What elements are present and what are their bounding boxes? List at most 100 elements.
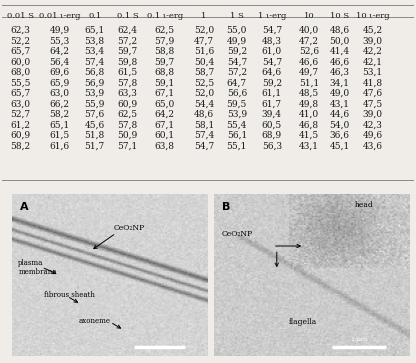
Text: 46,8: 46,8 [299,121,319,130]
Text: 64,7: 64,7 [227,78,247,87]
Text: 48,3: 48,3 [262,36,282,45]
Text: 43,1: 43,1 [299,142,319,151]
Text: 49,0: 49,0 [330,89,350,98]
Text: 64,2: 64,2 [50,47,70,56]
Text: 53,8: 53,8 [85,36,105,45]
Text: 50,0: 50,0 [329,36,350,45]
Text: 66,2: 66,2 [50,99,70,109]
Text: 63,0: 63,0 [50,89,70,98]
Text: 36,6: 36,6 [330,131,350,140]
Text: 60,9: 60,9 [118,99,138,109]
Text: 65,1: 65,1 [50,121,70,130]
Text: 68,9: 68,9 [262,131,282,140]
Text: 48,5: 48,5 [299,89,319,98]
Text: 67,1: 67,1 [155,89,175,98]
Text: 61,6: 61,6 [50,142,70,151]
Text: 54,0: 54,0 [329,121,350,130]
Text: 53,9: 53,9 [227,110,247,119]
Text: 68,0: 68,0 [10,68,31,77]
Text: 61,5: 61,5 [50,131,70,140]
Text: 47,5: 47,5 [363,99,383,109]
Text: 62,4: 62,4 [118,26,138,35]
Text: 51,6: 51,6 [194,47,214,56]
Text: 59,7: 59,7 [118,47,138,56]
Text: 57,6: 57,6 [84,110,105,119]
Text: 1 S: 1 S [230,12,244,20]
Text: 56,6: 56,6 [227,89,247,98]
Text: 48,6: 48,6 [194,110,214,119]
Text: 54,7: 54,7 [227,57,247,66]
Text: 63,8: 63,8 [155,142,175,151]
Text: 54,7: 54,7 [194,142,214,151]
Text: 55,0: 55,0 [227,26,247,35]
Text: 58,8: 58,8 [155,47,175,56]
Text: 68,8: 68,8 [155,68,175,77]
Text: 42,3: 42,3 [363,121,383,130]
Text: 47,7: 47,7 [194,36,214,45]
Text: 46,6: 46,6 [299,57,319,66]
Text: 39,0: 39,0 [363,36,383,45]
Text: 58,1: 58,1 [194,121,214,130]
Text: 59,8: 59,8 [118,57,138,66]
Text: 63,3: 63,3 [118,89,138,98]
Text: 60,5: 60,5 [262,121,282,130]
Text: 52,5: 52,5 [194,78,214,87]
Text: 54,4: 54,4 [194,99,214,109]
Text: 59,7: 59,7 [155,57,175,66]
Text: 41,4: 41,4 [330,47,350,56]
Text: 65,1: 65,1 [84,26,105,35]
Text: 0.1 S: 0.1 S [117,12,139,20]
Text: 63,0: 63,0 [11,99,31,109]
Text: 41,0: 41,0 [299,110,319,119]
Text: 1 ι-erg: 1 ι-erg [258,12,286,20]
Text: 10: 10 [304,12,314,20]
Text: 0.1 ι-erg: 0.1 ι-erg [146,12,183,20]
Text: 51,1: 51,1 [299,78,319,87]
Text: 34,1: 34,1 [330,78,350,87]
Text: 44,6: 44,6 [330,110,350,119]
Text: 41,8: 41,8 [363,78,383,87]
Text: 57,2: 57,2 [118,36,138,45]
Text: 48,6: 48,6 [330,26,350,35]
Text: 54,7: 54,7 [262,57,282,66]
Text: 57,8: 57,8 [118,78,138,87]
Text: 60,9: 60,9 [10,131,31,140]
Text: 0.01 ι-erg: 0.01 ι-erg [39,12,80,20]
Text: 58,2: 58,2 [50,110,70,119]
Text: 62,3: 62,3 [11,26,30,35]
Text: 56,4: 56,4 [50,57,70,66]
Text: 47,2: 47,2 [299,36,319,45]
Text: 56,8: 56,8 [84,68,105,77]
Text: 61,2: 61,2 [11,121,31,130]
Text: 0.1: 0.1 [88,12,102,20]
Text: 55,5: 55,5 [10,78,31,87]
Text: 52,7: 52,7 [10,110,31,119]
Text: 39,4: 39,4 [262,110,282,119]
Text: 49,9: 49,9 [50,26,70,35]
Text: 69,6: 69,6 [50,68,70,77]
Text: 52,0: 52,0 [194,26,214,35]
Text: 49,9: 49,9 [227,36,247,45]
Text: 57,4: 57,4 [194,131,214,140]
Text: 52,0: 52,0 [194,89,214,98]
Text: 55,4: 55,4 [227,121,247,130]
Text: 51,7: 51,7 [84,142,105,151]
Text: 62,5: 62,5 [155,26,175,35]
Text: 57,4: 57,4 [84,57,105,66]
Text: 45,2: 45,2 [363,26,383,35]
Text: 58,7: 58,7 [194,68,214,77]
Text: 61,7: 61,7 [262,99,282,109]
Text: 59,5: 59,5 [227,99,247,109]
Text: 60,0: 60,0 [10,57,31,66]
Text: 56,1: 56,1 [227,131,247,140]
Text: 0.01 S: 0.01 S [7,12,34,20]
Text: 10 S: 10 S [330,12,349,20]
Text: 61,0: 61,0 [262,47,282,56]
Text: 43,6: 43,6 [363,142,383,151]
Text: 65,7: 65,7 [10,47,31,56]
Text: 57,8: 57,8 [118,121,138,130]
Text: 46,3: 46,3 [330,68,350,77]
Text: 53,4: 53,4 [85,47,105,56]
Text: 59,2: 59,2 [262,78,282,87]
Text: 39,0: 39,0 [363,110,383,119]
